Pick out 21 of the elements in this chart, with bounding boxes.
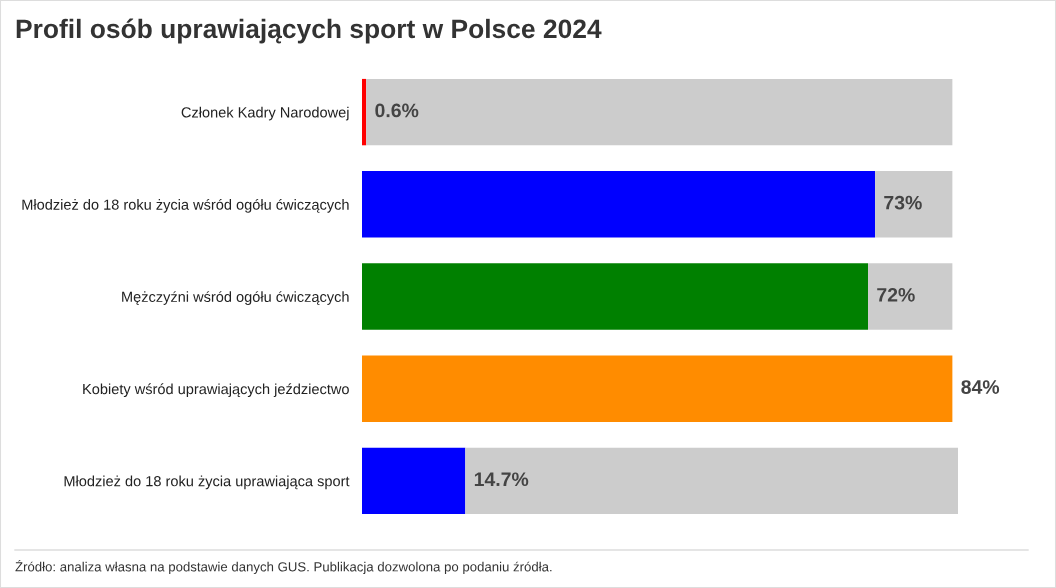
y-tick-label: Członek Kadry Narodowej	[181, 106, 349, 121]
y-tick-label: Mężczyźni wśród ogółu ćwiczących	[122, 291, 349, 305]
data-label: 72%	[877, 287, 915, 302]
y-tick-label: Młodzież do 18 roku życia uprawiająca sport	[64, 475, 350, 490]
bar	[868, 263, 953, 330]
data-label: 0.6%	[375, 103, 419, 118]
chart-title: Profil osób uprawiających sport w Polsce 2024	[16, 18, 602, 44]
data-label: 73%	[884, 195, 922, 210]
bar	[362, 78, 367, 146]
bar	[366, 78, 953, 146]
bar	[362, 263, 869, 330]
data-label: 14.7%	[474, 472, 529, 487]
bar	[362, 355, 953, 422]
text: Źródło: analiza własna na podstawie danych GUS. Publikacja dozwolona po podaniu źródła.	[15, 559, 552, 575]
bar	[875, 171, 953, 238]
bar	[362, 447, 466, 515]
y-tick-label: Młodzież do 18 roku życia wśród ogółu ćwiczących	[22, 198, 349, 213]
data-label: 84%	[961, 380, 1000, 394]
bar	[362, 171, 876, 238]
y-tick-label: Kobiety wśród uprawiających jeździectwo	[83, 383, 349, 398]
bar	[465, 447, 958, 515]
